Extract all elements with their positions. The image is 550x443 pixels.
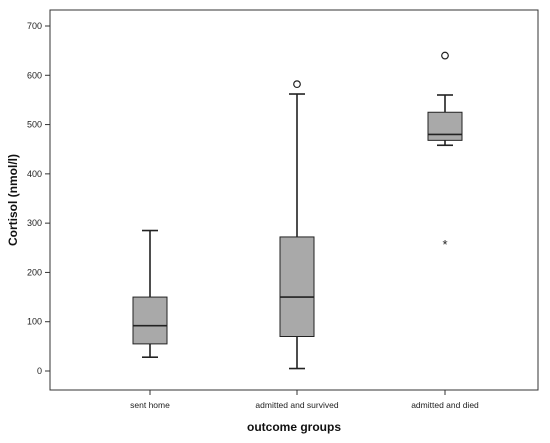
x-axis: sent home admitted and survived admitted a… [130, 390, 479, 410]
iqr-box [427, 111, 463, 141]
y-tick-label: 400 [27, 169, 42, 179]
y-tick-label: 300 [27, 218, 42, 228]
x-category-label: sent home [130, 400, 170, 410]
y-tick-label: 500 [27, 120, 42, 130]
x-category-label: admitted and died [411, 400, 479, 410]
outlier-point [293, 80, 301, 89]
extreme-point: * [442, 237, 447, 252]
x-category-label: admitted and survived [255, 400, 338, 410]
box-1 [132, 229, 168, 359]
y-tick-label: 100 [27, 317, 42, 327]
y-tick-label: 700 [27, 21, 42, 31]
outlier-point [441, 51, 449, 60]
box-2 [279, 80, 315, 370]
y-axis: 0 100 200 300 400 500 600 700 [27, 21, 50, 376]
y-tick-label: 200 [27, 267, 42, 277]
y-tick-label: 600 [27, 70, 42, 80]
y-axis-title: Cortisol (nmol/l) [6, 154, 20, 246]
x-axis-title: outcome groups [247, 420, 341, 434]
boxes: * [132, 51, 463, 370]
box-3: * [427, 51, 463, 252]
plot-frame [49, 9, 539, 391]
iqr-box [279, 236, 315, 337]
y-tick-label: 0 [37, 366, 42, 376]
iqr-box [132, 296, 168, 345]
